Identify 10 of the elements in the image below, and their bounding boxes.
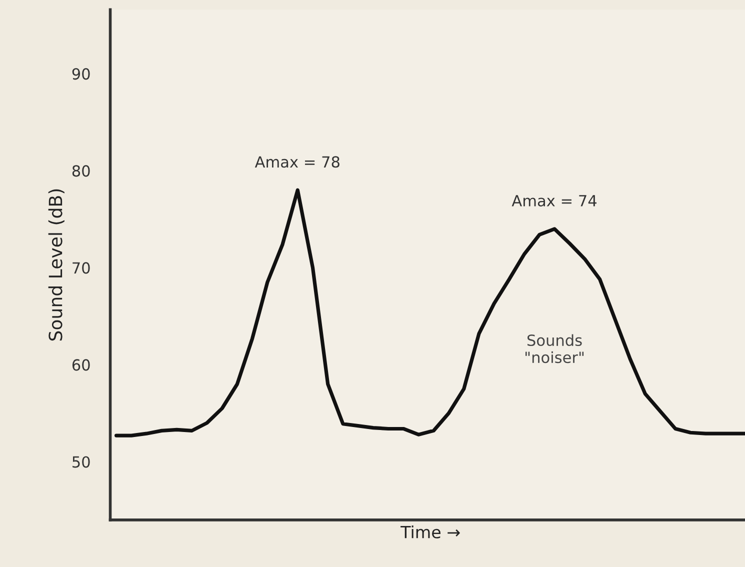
annotation: Sounds "noiser" (526, 334, 584, 364)
annotation: Amax = 74 (512, 195, 597, 206)
x-axis-title: Time → (400, 525, 460, 538)
y-axis-title: Sound Level (dB) (48, 189, 64, 341)
y-tick-label: 70 (72, 262, 90, 274)
y-tick-label: 50 (72, 456, 90, 468)
y-tick-label: 60 (72, 359, 90, 371)
annotation: Amax = 78 (254, 156, 340, 168)
y-tick-label: 80 (72, 165, 90, 177)
y-tick-label: 90 (72, 68, 90, 80)
